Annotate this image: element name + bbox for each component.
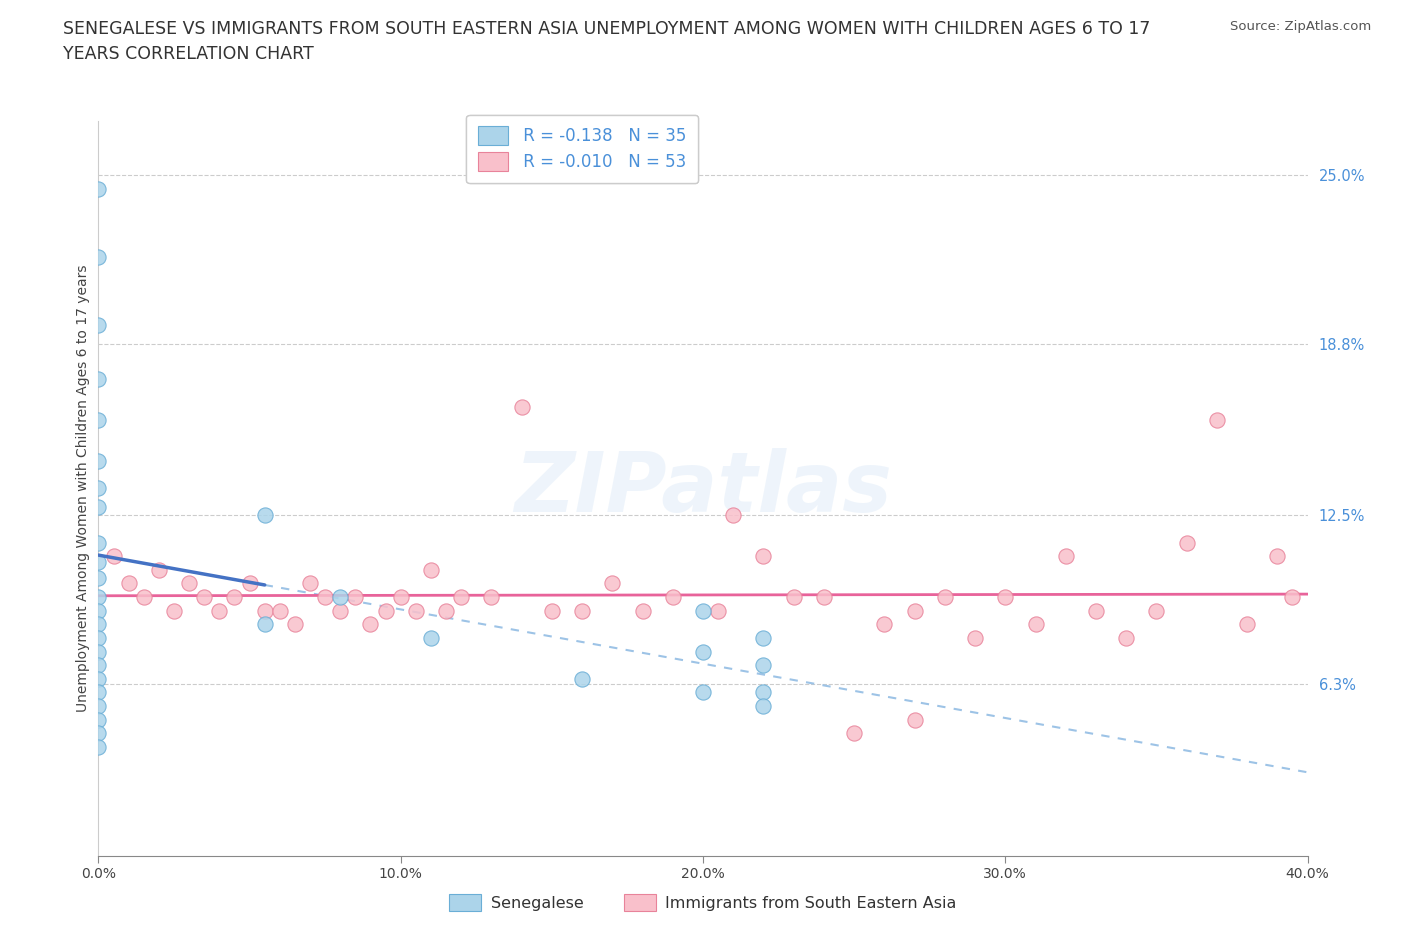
Point	[87, 631, 110, 645]
Point	[87, 499, 110, 514]
Point	[87, 617, 110, 631]
Point	[1115, 631, 1137, 645]
Point	[450, 590, 472, 604]
Point	[752, 549, 775, 564]
Point	[389, 590, 412, 604]
Point	[87, 644, 110, 659]
Point	[965, 631, 987, 645]
Point	[87, 372, 110, 387]
Point	[179, 576, 201, 591]
Point	[87, 317, 110, 332]
Point	[1024, 617, 1046, 631]
Point	[752, 698, 775, 713]
Point	[904, 712, 927, 727]
Point	[224, 590, 246, 604]
Point	[783, 590, 806, 604]
Point	[87, 739, 110, 754]
Point	[284, 617, 307, 631]
Point	[118, 576, 141, 591]
Point	[87, 413, 110, 428]
Point	[873, 617, 896, 631]
Point	[87, 725, 110, 740]
Point	[87, 712, 110, 727]
Legend: Senegalese, Immigrants from South Eastern Asia: Senegalese, Immigrants from South Easter…	[443, 888, 963, 917]
Point	[420, 563, 443, 578]
Text: Source: ZipAtlas.com: Source: ZipAtlas.com	[1230, 20, 1371, 33]
Point	[723, 508, 745, 523]
Point	[329, 590, 352, 604]
Point	[314, 590, 336, 604]
Point	[253, 617, 276, 631]
Point	[148, 563, 170, 578]
Point	[329, 604, 352, 618]
Point	[208, 604, 231, 618]
Point	[87, 249, 110, 264]
Point	[434, 604, 457, 618]
Point	[1054, 549, 1077, 564]
Point	[163, 604, 186, 618]
Point	[540, 604, 562, 618]
Point	[87, 554, 110, 569]
Point	[360, 617, 382, 631]
Point	[752, 658, 775, 672]
Point	[87, 684, 110, 699]
Point	[420, 631, 443, 645]
Point	[103, 549, 125, 564]
Point	[571, 671, 593, 686]
Point	[87, 658, 110, 672]
Point	[481, 590, 503, 604]
Point	[661, 590, 683, 604]
Point	[253, 508, 276, 523]
Point	[87, 671, 110, 686]
Point	[1146, 604, 1168, 618]
Point	[602, 576, 624, 591]
Point	[1236, 617, 1258, 631]
Point	[374, 604, 396, 618]
Point	[752, 684, 775, 699]
Point	[87, 181, 110, 196]
Point	[87, 590, 110, 604]
Point	[692, 644, 714, 659]
Point	[193, 590, 215, 604]
Point	[269, 604, 291, 618]
Point	[904, 604, 927, 618]
Text: SENEGALESE VS IMMIGRANTS FROM SOUTH EASTERN ASIA UNEMPLOYMENT AMONG WOMEN WITH C: SENEGALESE VS IMMIGRANTS FROM SOUTH EAST…	[63, 20, 1150, 63]
Y-axis label: Unemployment Among Women with Children Ages 6 to 17 years: Unemployment Among Women with Children A…	[76, 264, 90, 712]
Point	[844, 725, 866, 740]
Point	[132, 590, 155, 604]
Point	[87, 604, 110, 618]
Point	[87, 536, 110, 551]
Point	[631, 604, 654, 618]
Point	[1206, 413, 1229, 428]
Point	[87, 571, 110, 586]
Point	[752, 631, 775, 645]
Point	[813, 590, 835, 604]
Point	[1267, 549, 1289, 564]
Point	[1175, 536, 1198, 551]
Point	[707, 604, 730, 618]
Point	[344, 590, 367, 604]
Point	[253, 604, 276, 618]
Point	[87, 454, 110, 469]
Point	[994, 590, 1017, 604]
Point	[239, 576, 262, 591]
Point	[1085, 604, 1108, 618]
Point	[692, 604, 714, 618]
Point	[571, 604, 593, 618]
Point	[87, 481, 110, 496]
Point	[934, 590, 956, 604]
Legend:  R = -0.138   N = 35,  R = -0.010   N = 53: R = -0.138 N = 35, R = -0.010 N = 53	[467, 114, 697, 183]
Point	[87, 698, 110, 713]
Text: ZIPatlas: ZIPatlas	[515, 447, 891, 529]
Point	[299, 576, 322, 591]
Point	[692, 684, 714, 699]
Point	[405, 604, 427, 618]
Point	[1281, 590, 1303, 604]
Point	[510, 399, 533, 414]
